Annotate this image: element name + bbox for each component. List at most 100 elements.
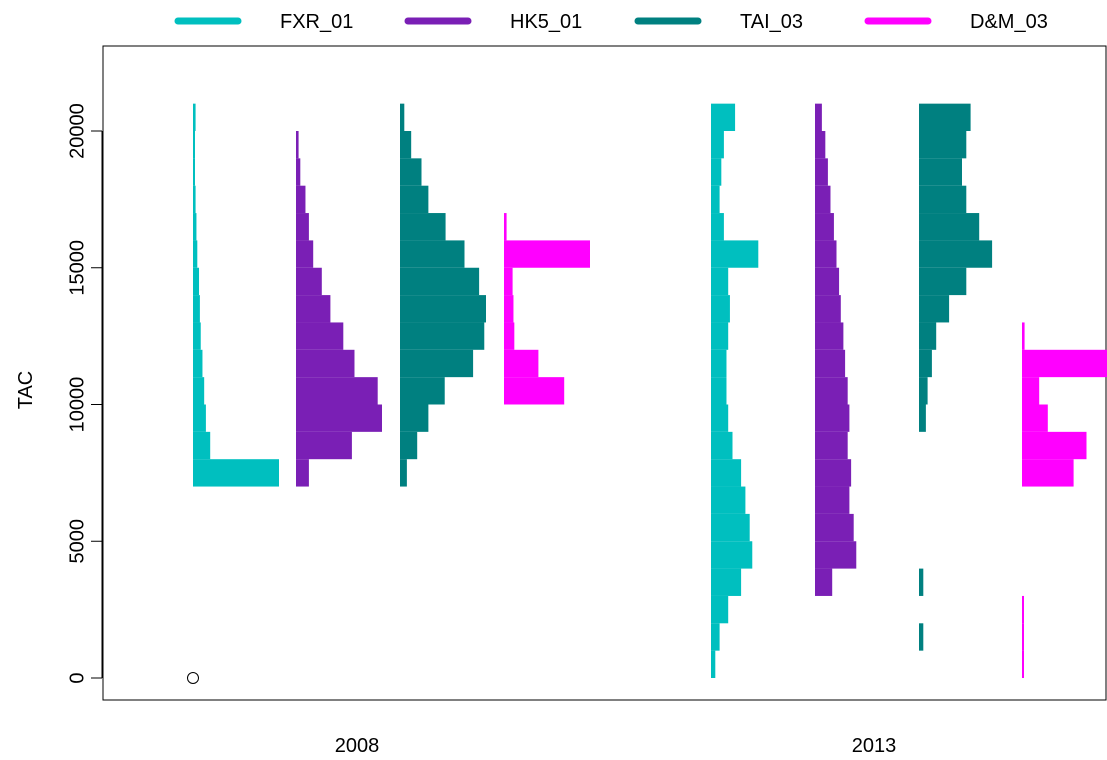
histogram-bar xyxy=(711,349,727,378)
legend-item: TAI_03 xyxy=(634,11,803,33)
histogram-bar xyxy=(296,158,301,186)
legend: FXR_01 HK5_01 TAI_03 D&M_03 xyxy=(174,11,1048,33)
histogram-bar xyxy=(400,459,407,487)
histogram-bar xyxy=(296,431,352,460)
histogram-bar xyxy=(711,486,746,514)
histogram-bar xyxy=(1022,623,1024,651)
histogram-strip xyxy=(919,103,993,651)
histogram-bar xyxy=(711,595,729,624)
histogram-bar xyxy=(400,431,418,460)
legend-label: FXR_01 xyxy=(280,11,353,33)
y-axis: 0 5000 10000 15000 20000 xyxy=(66,103,103,684)
histogram-bar xyxy=(296,404,382,432)
histogram-bar xyxy=(400,131,412,159)
histogram-bar xyxy=(711,213,724,241)
histogram-bar xyxy=(193,295,200,323)
histogram-bar xyxy=(815,213,834,241)
histogram-bar xyxy=(193,103,196,131)
histogram-bar xyxy=(711,158,722,186)
histogram-bar xyxy=(400,377,445,405)
histogram-bar xyxy=(711,404,729,432)
y-tick-label: 10000 xyxy=(66,377,88,433)
histogram-bar xyxy=(400,267,480,296)
histogram-bar xyxy=(711,623,720,651)
histogram-bar xyxy=(815,103,822,131)
histogram-bar xyxy=(711,240,759,268)
histogram-bar xyxy=(711,377,727,405)
histogram-bar xyxy=(400,240,465,268)
histogram-bar xyxy=(296,349,355,378)
histogram-bar xyxy=(504,349,539,378)
histogram-bar xyxy=(919,240,993,268)
histogram-bar xyxy=(815,349,846,378)
histogram-bar xyxy=(711,267,729,296)
histogram-bar xyxy=(711,568,742,596)
histogram-bar xyxy=(815,377,848,405)
histogram-bar xyxy=(1022,650,1024,678)
histogram-bar xyxy=(815,267,840,296)
histogram-bar xyxy=(711,295,730,323)
histogram-bar xyxy=(400,322,485,350)
histogram-bar xyxy=(919,185,967,214)
histogram-strip xyxy=(193,103,279,487)
histogram-bar xyxy=(504,267,513,296)
histogram-bar xyxy=(193,349,203,378)
legend-item: D&M_03 xyxy=(864,11,1048,33)
histogram-bar xyxy=(193,431,211,460)
histogram-bar xyxy=(711,131,724,159)
histogram-bar xyxy=(193,322,201,350)
histogram-bar xyxy=(504,377,565,405)
histogram-bar xyxy=(919,377,928,405)
histogram-bar xyxy=(711,650,716,678)
histogram-bar xyxy=(1022,431,1087,460)
histogram-bar xyxy=(400,213,446,241)
histogram-bar xyxy=(711,185,720,214)
histogram-bar xyxy=(1022,459,1074,487)
histogram-bar xyxy=(919,568,924,596)
histogram-bar xyxy=(711,513,750,542)
histogram-strip xyxy=(815,103,857,596)
histogram-bar xyxy=(193,213,197,241)
histogram-bar xyxy=(400,404,429,432)
legend-label: TAI_03 xyxy=(740,11,803,33)
histogram-bar xyxy=(193,404,206,432)
histogram-bar xyxy=(711,103,736,131)
histogram-bar xyxy=(400,185,429,214)
histogram-bar xyxy=(919,349,932,378)
histogram-bar xyxy=(193,131,195,159)
histogram-bar xyxy=(919,103,971,131)
histogram-bar xyxy=(296,459,309,487)
y-tick-label: 0 xyxy=(66,672,88,683)
histogram-strip xyxy=(296,131,382,487)
x-category-label: 2008 xyxy=(335,735,380,757)
histogram-bar xyxy=(296,131,299,159)
x-category-label: 2013 xyxy=(852,735,897,757)
histogram-strip xyxy=(1022,322,1107,678)
histogram-bar xyxy=(919,322,937,350)
histogram-bar xyxy=(400,349,474,378)
histogram-bar xyxy=(815,513,854,542)
legend-item: HK5_01 xyxy=(404,11,582,33)
outlier-point xyxy=(187,672,199,684)
histogram-bar xyxy=(711,459,742,487)
histogram-bar xyxy=(711,541,753,569)
y-tick-label: 15000 xyxy=(66,240,88,296)
histogram-bar xyxy=(193,377,205,405)
histogram-bar xyxy=(919,623,924,651)
histogram-bar xyxy=(815,404,850,432)
histogram-bar xyxy=(193,240,198,268)
legend-label: D&M_03 xyxy=(970,11,1048,33)
histogram-bar xyxy=(296,240,314,268)
histogram-bar xyxy=(400,158,422,186)
histogram-bar xyxy=(193,185,196,214)
histogram-bar xyxy=(193,459,279,487)
histogram-bar xyxy=(815,486,850,514)
histogram-bar xyxy=(815,541,857,569)
histogram-bar xyxy=(296,377,378,405)
histogram-bar xyxy=(815,459,852,487)
histogram-bar xyxy=(193,267,200,296)
histogram-strip xyxy=(711,103,759,678)
histogram-bar xyxy=(296,213,309,241)
histogram-bar xyxy=(504,322,515,350)
histogram-bar xyxy=(193,158,195,186)
